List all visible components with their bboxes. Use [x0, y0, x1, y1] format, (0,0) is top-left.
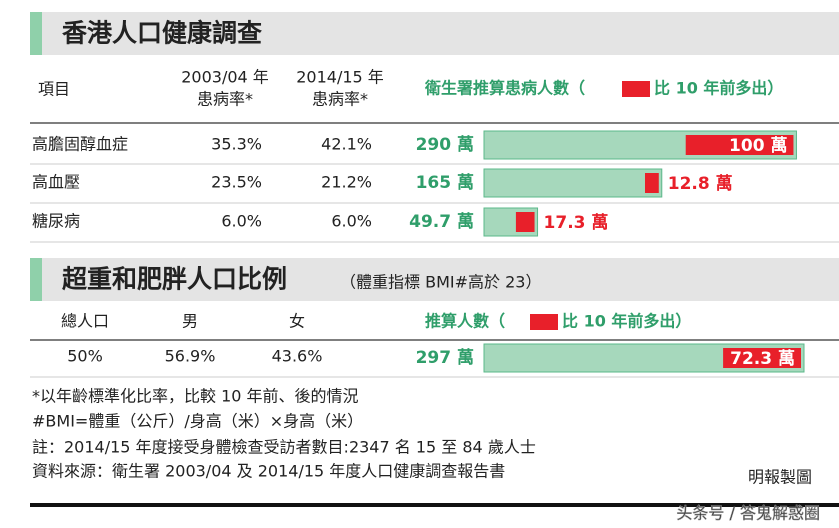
increase-bar	[515, 212, 535, 232]
total-label: 165 萬	[416, 172, 474, 193]
column-header: 女	[289, 312, 305, 331]
legend-swatch	[530, 314, 558, 330]
total-label: 49.7 萬	[409, 211, 474, 232]
row-name: 高膽固醇血症	[32, 135, 128, 154]
cell: 50%	[67, 347, 103, 366]
column-header: 總人口	[61, 312, 109, 331]
column-header: 衛生署推算患病人數（	[424, 79, 585, 98]
row-name: 糖尿病	[32, 212, 80, 231]
total-label: 290 萬	[416, 134, 474, 155]
cell: 35.3%	[211, 135, 262, 154]
note: *以年齡標準化比率，比較 10 年前、後的情況	[32, 387, 359, 406]
legend-label: 比 10 年前多出）	[562, 312, 691, 331]
column-header: 患病率*	[312, 90, 368, 109]
section-title: 香港人口健康調查	[62, 19, 262, 48]
section-accent	[30, 258, 42, 301]
increase-label: 12.8 萬	[668, 173, 733, 194]
total-label: 297 萬	[416, 347, 474, 368]
section-subtitle: （體重指標 BMI#高於 23）	[340, 273, 541, 292]
legend-label: 比 10 年前多出）	[654, 79, 783, 98]
section-title: 超重和肥胖人口比例	[62, 265, 287, 294]
increase-bar	[644, 173, 659, 193]
section-band	[30, 12, 839, 55]
legend-swatch	[622, 81, 650, 97]
column-header: 項目	[38, 80, 70, 99]
note: 資料來源：衛生署 2003/04 及 2014/15 年度人口健康調查報告書	[32, 462, 505, 481]
column-header: 2003/04 年	[181, 68, 269, 87]
note: 註：2014/15 年度接受身體檢查受訪者數目:2347 名 15 至 84 歲…	[32, 438, 536, 457]
cell: 6.0%	[221, 212, 262, 231]
cell: 21.2%	[321, 173, 372, 192]
cell: 43.6%	[272, 347, 323, 366]
total-bar	[483, 168, 663, 198]
row-name: 高血壓	[32, 173, 80, 192]
increase-label: 100 萬	[729, 135, 787, 156]
column-header: 男	[182, 312, 198, 331]
increase-bar	[685, 135, 794, 155]
cell: 6.0%	[331, 212, 372, 231]
column-header: 推算人數（	[425, 312, 505, 331]
watermark: 头条号 / 答鬼解惑圈	[676, 504, 820, 523]
cell: 23.5%	[211, 173, 262, 192]
column-header: 2014/15 年	[296, 68, 384, 87]
section-band	[30, 258, 839, 301]
credit: 明報製圖	[748, 468, 812, 487]
cell: 42.1%	[321, 135, 372, 154]
increase-bar	[723, 348, 801, 368]
increase-label: 72.3 萬	[730, 348, 795, 369]
section-accent	[30, 12, 42, 55]
cell: 56.9%	[165, 347, 216, 366]
increase-label: 17.3 萬	[544, 212, 609, 233]
note: #BMI=體重（公斤）/身高（米）×身高（米）	[32, 412, 363, 431]
column-header: 患病率*	[197, 90, 253, 109]
